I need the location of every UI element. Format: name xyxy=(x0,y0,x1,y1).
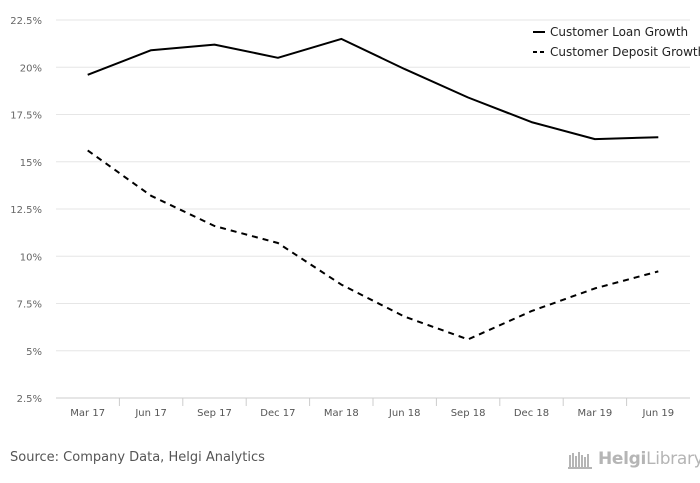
series-line-deposit-growth xyxy=(87,149,659,341)
y-tick-label: 5% xyxy=(26,347,42,358)
data-point-loan xyxy=(149,48,153,52)
logo-light: Library. xyxy=(646,449,700,469)
x-tick-label: Mar 17 xyxy=(70,408,105,419)
y-tick-label: 12.5% xyxy=(10,205,42,216)
data-point-loan xyxy=(339,37,343,41)
data-point-deposit xyxy=(466,337,470,341)
x-tick-label: Mar 19 xyxy=(578,408,613,419)
x-tick-label: Jun 17 xyxy=(134,408,167,419)
data-point-loan xyxy=(86,73,90,77)
y-tick-label: 10% xyxy=(20,252,42,263)
y-tick-label: 20% xyxy=(20,63,42,74)
data-point-loan xyxy=(403,67,407,71)
data-point-deposit xyxy=(656,269,660,273)
library-icon xyxy=(568,452,592,469)
logo-wordmark: HelgiLibrary. xyxy=(598,449,700,469)
y-tick-label: 7.5% xyxy=(17,300,42,311)
data-point-loan xyxy=(656,135,660,139)
data-point-loan xyxy=(466,95,470,99)
logo-bold: Helgi xyxy=(598,449,647,469)
x-tick-label: Dec 17 xyxy=(260,408,295,419)
line-chart: 2.5% 5% 7.5% 10% 12.5% 15% 17.5% 20% 22.5% Mar 17… xyxy=(10,16,700,419)
data-point-deposit xyxy=(530,309,534,313)
series-line-loan-growth xyxy=(87,37,659,141)
x-tick-label: Dec 18 xyxy=(514,408,549,419)
legend-label: Customer Deposit Growth xyxy=(550,45,700,59)
data-point-deposit xyxy=(213,224,217,228)
data-point-loan xyxy=(213,43,217,47)
data-point-loan xyxy=(276,56,280,60)
y-tick-label: 17.5% xyxy=(10,111,42,122)
helgi-library-logo: HelgiLibrary. xyxy=(568,447,700,471)
data-point-deposit xyxy=(276,241,280,245)
data-point-deposit xyxy=(593,286,597,290)
legend-label: Customer Loan Growth xyxy=(550,25,688,39)
x-tick-label: Mar 18 xyxy=(324,408,359,419)
x-tick-label: Jun 18 xyxy=(388,408,421,419)
data-point-deposit xyxy=(86,148,90,152)
y-tick-label: 22.5% xyxy=(10,16,42,27)
y-tick-label: 2.5% xyxy=(17,394,42,405)
data-point-loan xyxy=(593,137,597,141)
x-tick-label: Jun 19 xyxy=(642,408,675,419)
x-tick-label: Sep 17 xyxy=(197,408,232,419)
data-point-deposit xyxy=(149,194,153,198)
data-point-loan xyxy=(530,120,534,124)
x-tick-label: Sep 18 xyxy=(451,408,486,419)
source-note: Source: Company Data, Helgi Analytics xyxy=(10,450,265,465)
y-tick-label: 15% xyxy=(20,158,42,169)
data-point-deposit xyxy=(403,315,407,319)
data-point-deposit xyxy=(339,283,343,287)
